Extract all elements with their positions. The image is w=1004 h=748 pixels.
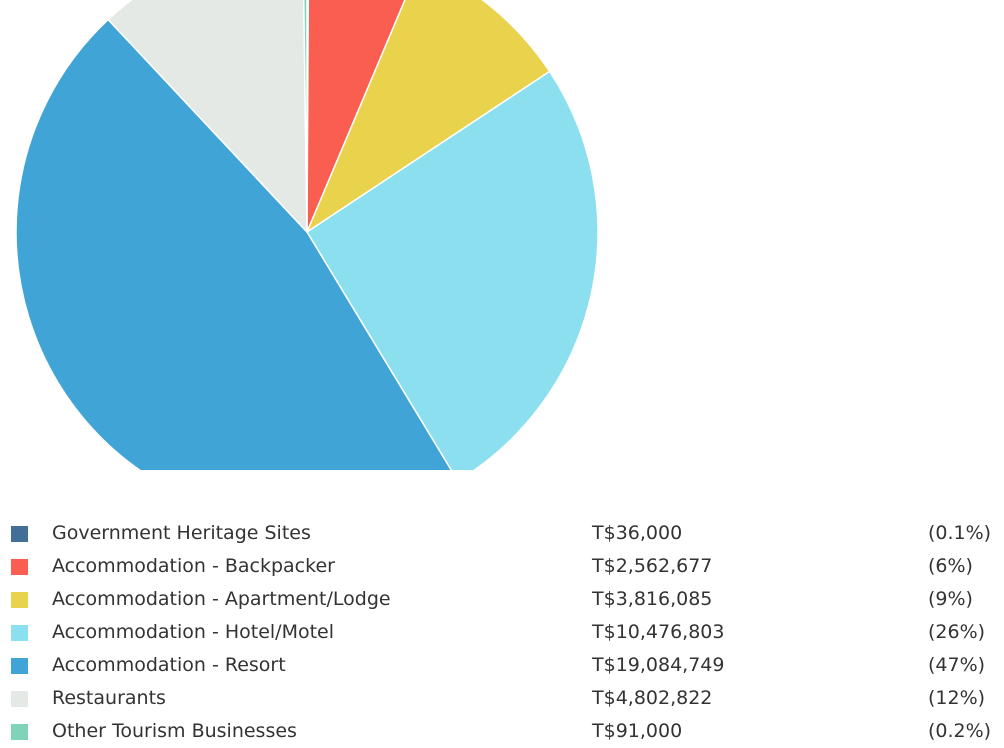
legend-percent-accommodation-resort: (47%) [928, 654, 986, 676]
legend-row-accommodation-resort: Accommodation - Resort T$19,084,749 (47%) [0, 649, 1004, 682]
legend: Government Heritage Sites T$36,000 (0.1%) A… [0, 517, 1004, 748]
legend-label-accommodation-backpacker: Accommodation - Backpacker [52, 555, 335, 577]
legend-value-restaurants: T$4,802,822 [592, 687, 713, 709]
legend-percent-accommodation-apartment-lodge: (9%) [928, 588, 973, 610]
legend-row-accommodation-hotel-motel: Accommodation - Hotel/Motel T$10,476,803 (… [0, 616, 1004, 649]
legend-swatch-accommodation-backpacker [11, 559, 28, 575]
pie-slice-restaurants [107, 0, 308, 234]
legend-label-restaurants: Restaurants [52, 687, 166, 709]
legend-value-other-tourism-businesses: T$91,000 [592, 720, 683, 742]
legend-value-accommodation-resort: T$19,084,749 [592, 654, 725, 676]
legend-row-restaurants: Restaurants T$4,802,822 (12%) [0, 682, 1004, 715]
legend-percent-restaurants: (12%) [928, 687, 986, 709]
legend-swatch-accommodation-resort [11, 658, 28, 674]
legend-label-accommodation-hotel-motel: Accommodation - Hotel/Motel [52, 621, 335, 643]
legend-swatch-restaurants [11, 691, 28, 707]
pie-slice-other-tourism-businesses [303, 0, 308, 233]
legend-percent-accommodation-backpacker: (6%) [928, 555, 973, 577]
pie-slice-accommodation-apartment-lodge [305, 0, 551, 234]
legend-label-accommodation-resort: Accommodation - Resort [52, 654, 286, 676]
legend-label-government-heritage-sites: Government Heritage Sites [52, 522, 311, 544]
pie-slice-accommodation-hotel-motel [305, 70, 599, 470]
legend-label-accommodation-apartment-lodge: Accommodation - Apartment/Lodge [52, 588, 391, 610]
legend-row-accommodation-apartment-lodge: Accommodation - Apartment/Lodge T$3,816,0… [0, 583, 1004, 616]
legend-row-accommodation-backpacker: Accommodation - Backpacker T$2,562,677 (6%… [0, 550, 1004, 583]
legend-percent-accommodation-hotel-motel: (26%) [928, 621, 986, 643]
legend-value-accommodation-hotel-motel: T$10,476,803 [592, 621, 725, 643]
legend-percent-other-tourism-businesses: (0.2%) [928, 720, 992, 742]
legend-value-government-heritage-sites: T$36,000 [592, 522, 683, 544]
legend-swatch-accommodation-apartment-lodge [11, 592, 28, 608]
legend-row-government-heritage-sites: Government Heritage Sites T$36,000 (0.1%) [0, 517, 1004, 550]
legend-value-accommodation-apartment-lodge: T$3,816,085 [592, 588, 713, 610]
legend-row-other-tourism-businesses: Other Tourism Businesses T$91,000 (0.2%) [0, 715, 1004, 748]
legend-percent-government-heritage-sites: (0.1%) [928, 522, 992, 544]
legend-swatch-accommodation-hotel-motel [11, 625, 28, 641]
pie-chart [15, 0, 599, 470]
legend-swatch-other-tourism-businesses [11, 724, 28, 740]
pie-slice-accommodation-resort [15, 18, 453, 470]
legend-label-other-tourism-businesses: Other Tourism Businesses [52, 720, 297, 742]
legend-swatch-government-heritage-sites [11, 526, 28, 542]
legend-value-accommodation-backpacker: T$2,562,677 [592, 555, 713, 577]
